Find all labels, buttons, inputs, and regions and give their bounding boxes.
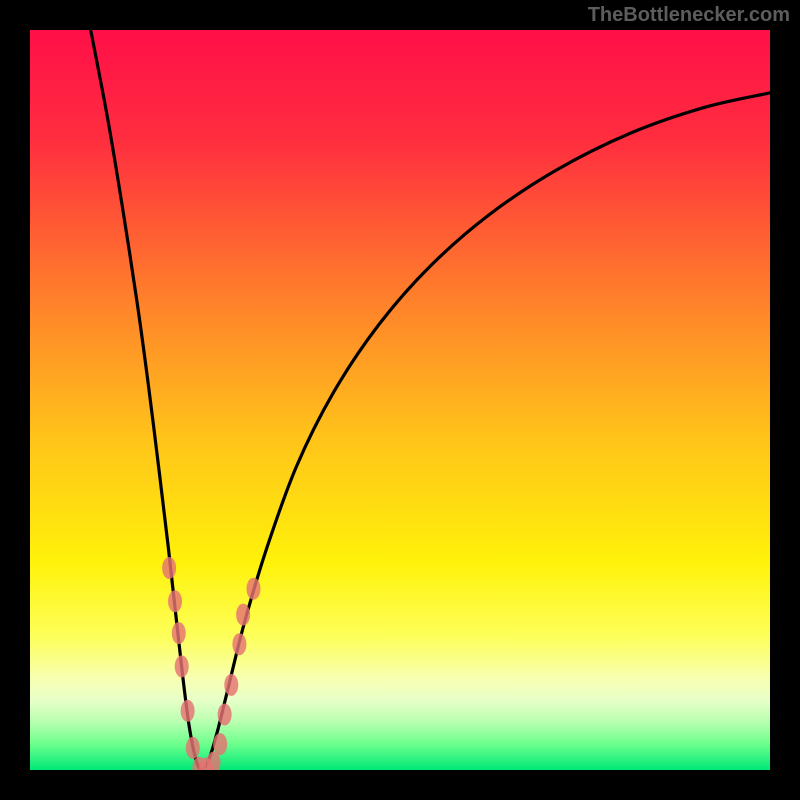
gradient-background [30,30,770,770]
data-point [162,557,176,579]
data-point [172,622,186,644]
data-point [181,700,195,722]
data-point [168,590,182,612]
data-point [246,578,260,600]
data-point [218,704,232,726]
data-point [213,733,227,755]
data-point [232,633,246,655]
chart-svg [0,0,800,800]
data-point [224,674,238,696]
data-point [236,604,250,626]
data-point [175,655,189,677]
bottleneck-chart [0,0,800,800]
data-point [186,737,200,759]
